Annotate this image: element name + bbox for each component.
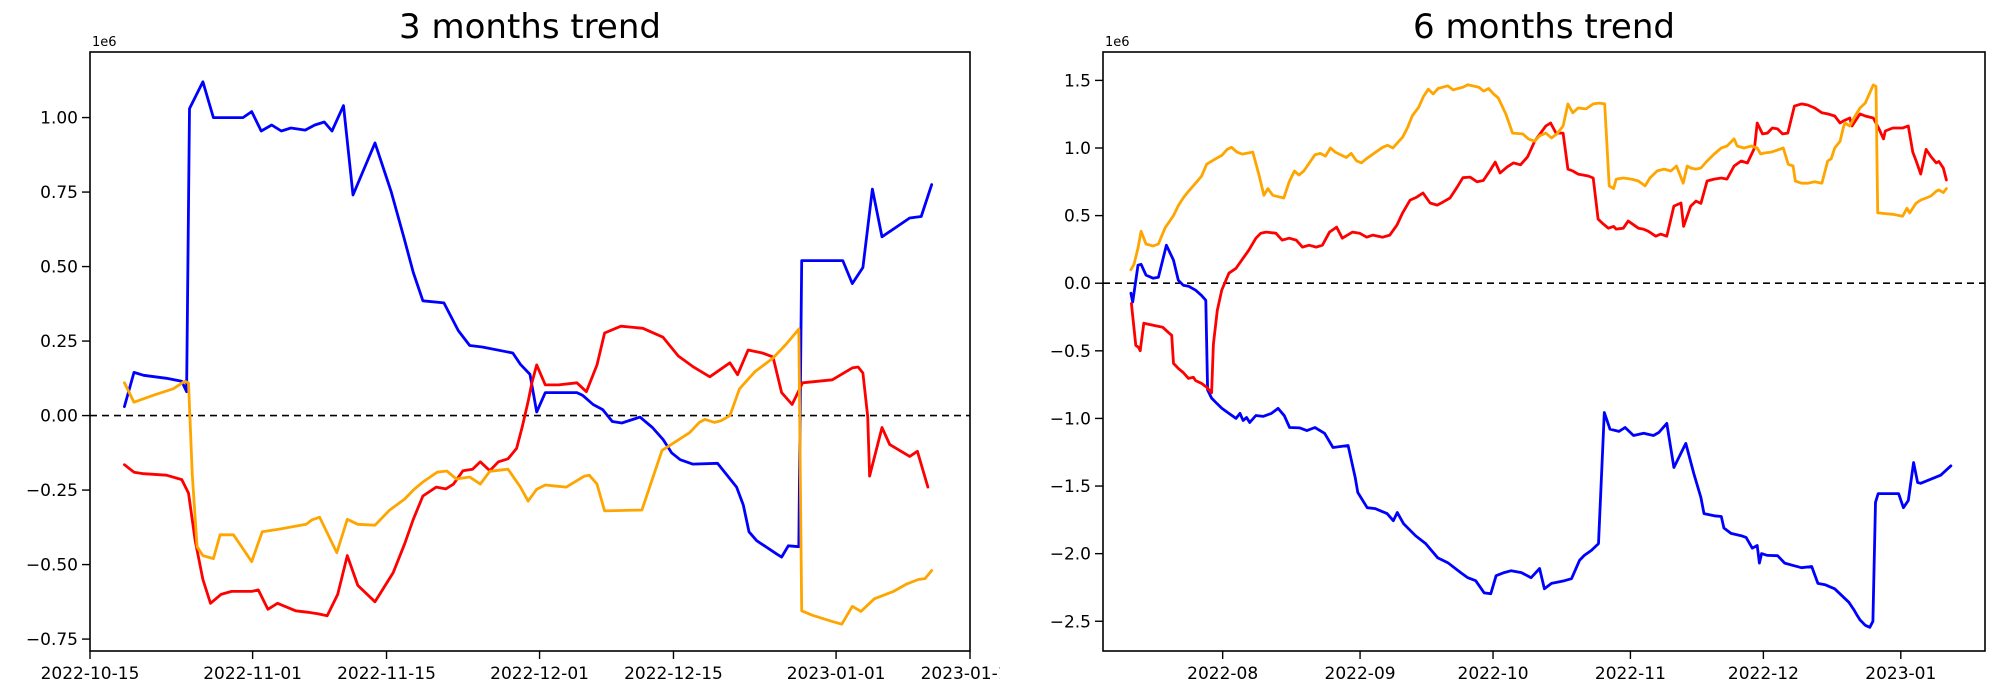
x-tick-label: 2022-08 — [1187, 664, 1258, 684]
x-tick-label: 2022-10-15 — [41, 664, 140, 684]
x-tick-label: 2022-09 — [1325, 664, 1396, 684]
y-tick-label: 0.75 — [40, 183, 78, 203]
y-tick-label: 0.25 — [40, 332, 78, 352]
chart-3-months-svg: 3 months trend 1e6 1.00 0.75 0.50 0.25 0.00 −… — [26, 7, 1000, 684]
series-line-red — [123, 324, 930, 618]
y-tick-label: −1.5 — [1050, 477, 1091, 497]
chart-6-months-svg: 6 months trend 1e6 1.5 1.0 0.5 0.0 −0.5 −1.0 −… — [1050, 7, 1986, 684]
plot-border — [1102, 51, 1986, 652]
plot-border — [89, 51, 971, 652]
x-tick-label: 2022-12 — [1728, 664, 1799, 684]
x-tick-label: 2022-11-01 — [203, 664, 302, 684]
y-tick-label: 1.5 — [1064, 71, 1091, 91]
x-tick-label: 2023-01 — [1865, 664, 1936, 684]
axis-scale-note: 1e6 — [92, 35, 117, 50]
chart-3-months-trend: 3 months trend 1e6 1.00 0.75 0.50 0.25 0.00 −… — [26, 7, 1000, 684]
series-line-orange — [123, 327, 934, 626]
series-line-orange — [1129, 83, 1948, 272]
x-tick-label: 2023-01-01 — [787, 664, 886, 684]
plot-area: 1.5 1.0 0.5 0.0 −0.5 −1.0 −1.5 −2.0 −2.5 2022-08 2… — [1050, 51, 1986, 684]
y-tick-label: −2.0 — [1050, 545, 1091, 565]
x-tick-label: 2022-10 — [1458, 664, 1529, 684]
y-tick-label: 0.50 — [40, 258, 78, 278]
chart-title: 6 months trend — [1413, 7, 1675, 47]
x-tick-label: 2022-12-01 — [490, 664, 589, 684]
y-tick-label: −0.25 — [26, 481, 78, 501]
y-tick-label: 0.00 — [40, 407, 78, 427]
y-tick-label: 1.00 — [40, 109, 78, 129]
y-tick-label: 1.0 — [1064, 139, 1091, 159]
y-tick-label: −0.5 — [1050, 342, 1091, 362]
x-tick-label: 2023-01-15 — [921, 664, 1000, 684]
series-line-red — [1129, 102, 1948, 395]
chart-6-months-trend: 6 months trend 1e6 1.5 1.0 0.5 0.0 −0.5 −1.0 −… — [1000, 0, 2000, 700]
y-tick-label: −1.0 — [1050, 409, 1091, 429]
y-tick-label: −0.50 — [26, 556, 78, 576]
plot-area: 1.00 0.75 0.50 0.25 0.00 −0.25 −0.50 −0.75 2022-… — [26, 51, 1000, 684]
axis-scale-note: 1e6 — [1105, 35, 1130, 50]
chart-title: 3 months trend — [399, 7, 661, 47]
y-tick-label: 0.0 — [1064, 274, 1091, 294]
series-line-blue — [1129, 243, 1953, 629]
y-tick-label: 0.5 — [1064, 207, 1091, 227]
y-tick-label: −0.75 — [26, 630, 78, 650]
x-tick-label: 2022-11-15 — [337, 664, 436, 684]
y-tick-label: −2.5 — [1050, 612, 1091, 632]
x-tick-label: 2022-11 — [1595, 664, 1666, 684]
series-line-blue — [123, 80, 934, 559]
x-tick-label: 2022-12-15 — [624, 664, 723, 684]
